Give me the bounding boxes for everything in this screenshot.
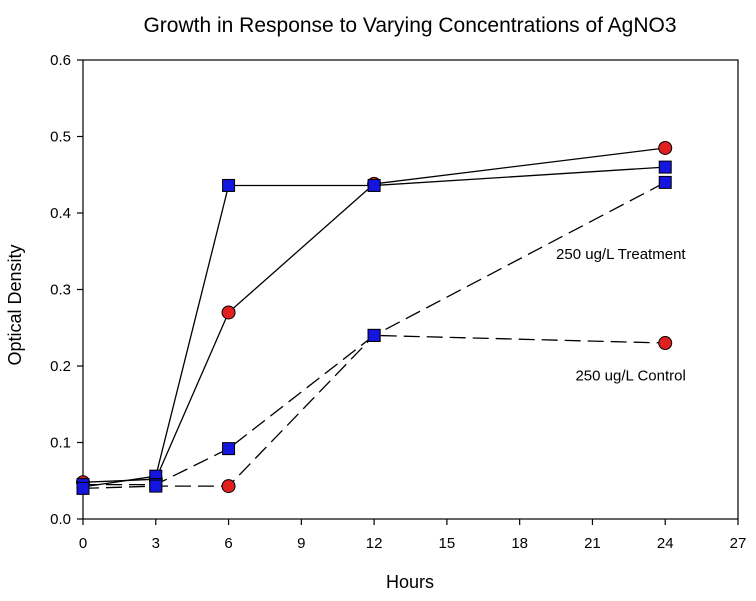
y-tick-label: 0.3: [50, 282, 71, 299]
x-tick-label: 9: [297, 535, 305, 552]
series-3-point: [222, 442, 236, 456]
series-lines: [82, 147, 666, 490]
y-tick-label: 0.2: [50, 358, 71, 375]
x-tick-label: 15: [439, 535, 456, 552]
axes: 0 3 6 9 12 15 18 21 24 27 0.0 0.1 0.2 0.3 0.4 0.5 0.6: [50, 52, 746, 552]
series-4-point: [149, 479, 163, 493]
series-2-point: [658, 160, 672, 174]
x-tick-label: 12: [366, 535, 383, 552]
annotations: 250 ug/L Treatment 250 ug/L Control: [556, 246, 686, 385]
y-axis-label: Optical Density: [5, 244, 25, 365]
series-3-line: [83, 334, 666, 486]
y-tick-label: 0.6: [50, 52, 71, 69]
x-tick-label: 21: [584, 535, 601, 552]
series-markers: [76, 140, 673, 495]
series-1-point: [658, 140, 673, 155]
x-tick-label: 18: [511, 535, 528, 552]
series-1-point: [221, 305, 236, 320]
y-tick-label: 0.1: [50, 435, 71, 452]
series-1-line: [82, 147, 666, 483]
y-tick-label: 0.4: [50, 205, 71, 222]
series-3-point: [658, 336, 673, 351]
series-4-point: [76, 481, 90, 495]
x-tick-label: 6: [224, 535, 232, 552]
series-2-line: [82, 166, 666, 488]
x-tick-label: 0: [79, 535, 87, 552]
chart-title: Growth in Response to Varying Concentrat…: [143, 14, 676, 37]
y-tick-label: 0.0: [50, 511, 71, 528]
x-tick-label: 27: [730, 535, 747, 552]
series-2-point: [367, 178, 381, 192]
plot-frame: [82, 59, 739, 520]
x-tick-label: 24: [657, 535, 674, 552]
series-2-point: [222, 178, 236, 192]
y-tick-label: 0.5: [50, 129, 71, 146]
annotation-label: 250 ug/L Control: [575, 368, 685, 385]
x-tick-label: 3: [152, 535, 160, 552]
series-4-point: [367, 328, 381, 342]
series-4-point: [221, 479, 236, 494]
x-axis-label: Hours: [386, 572, 434, 592]
annotation-label: 250 ug/L Treatment: [556, 246, 686, 263]
series-4-point: [658, 175, 672, 189]
